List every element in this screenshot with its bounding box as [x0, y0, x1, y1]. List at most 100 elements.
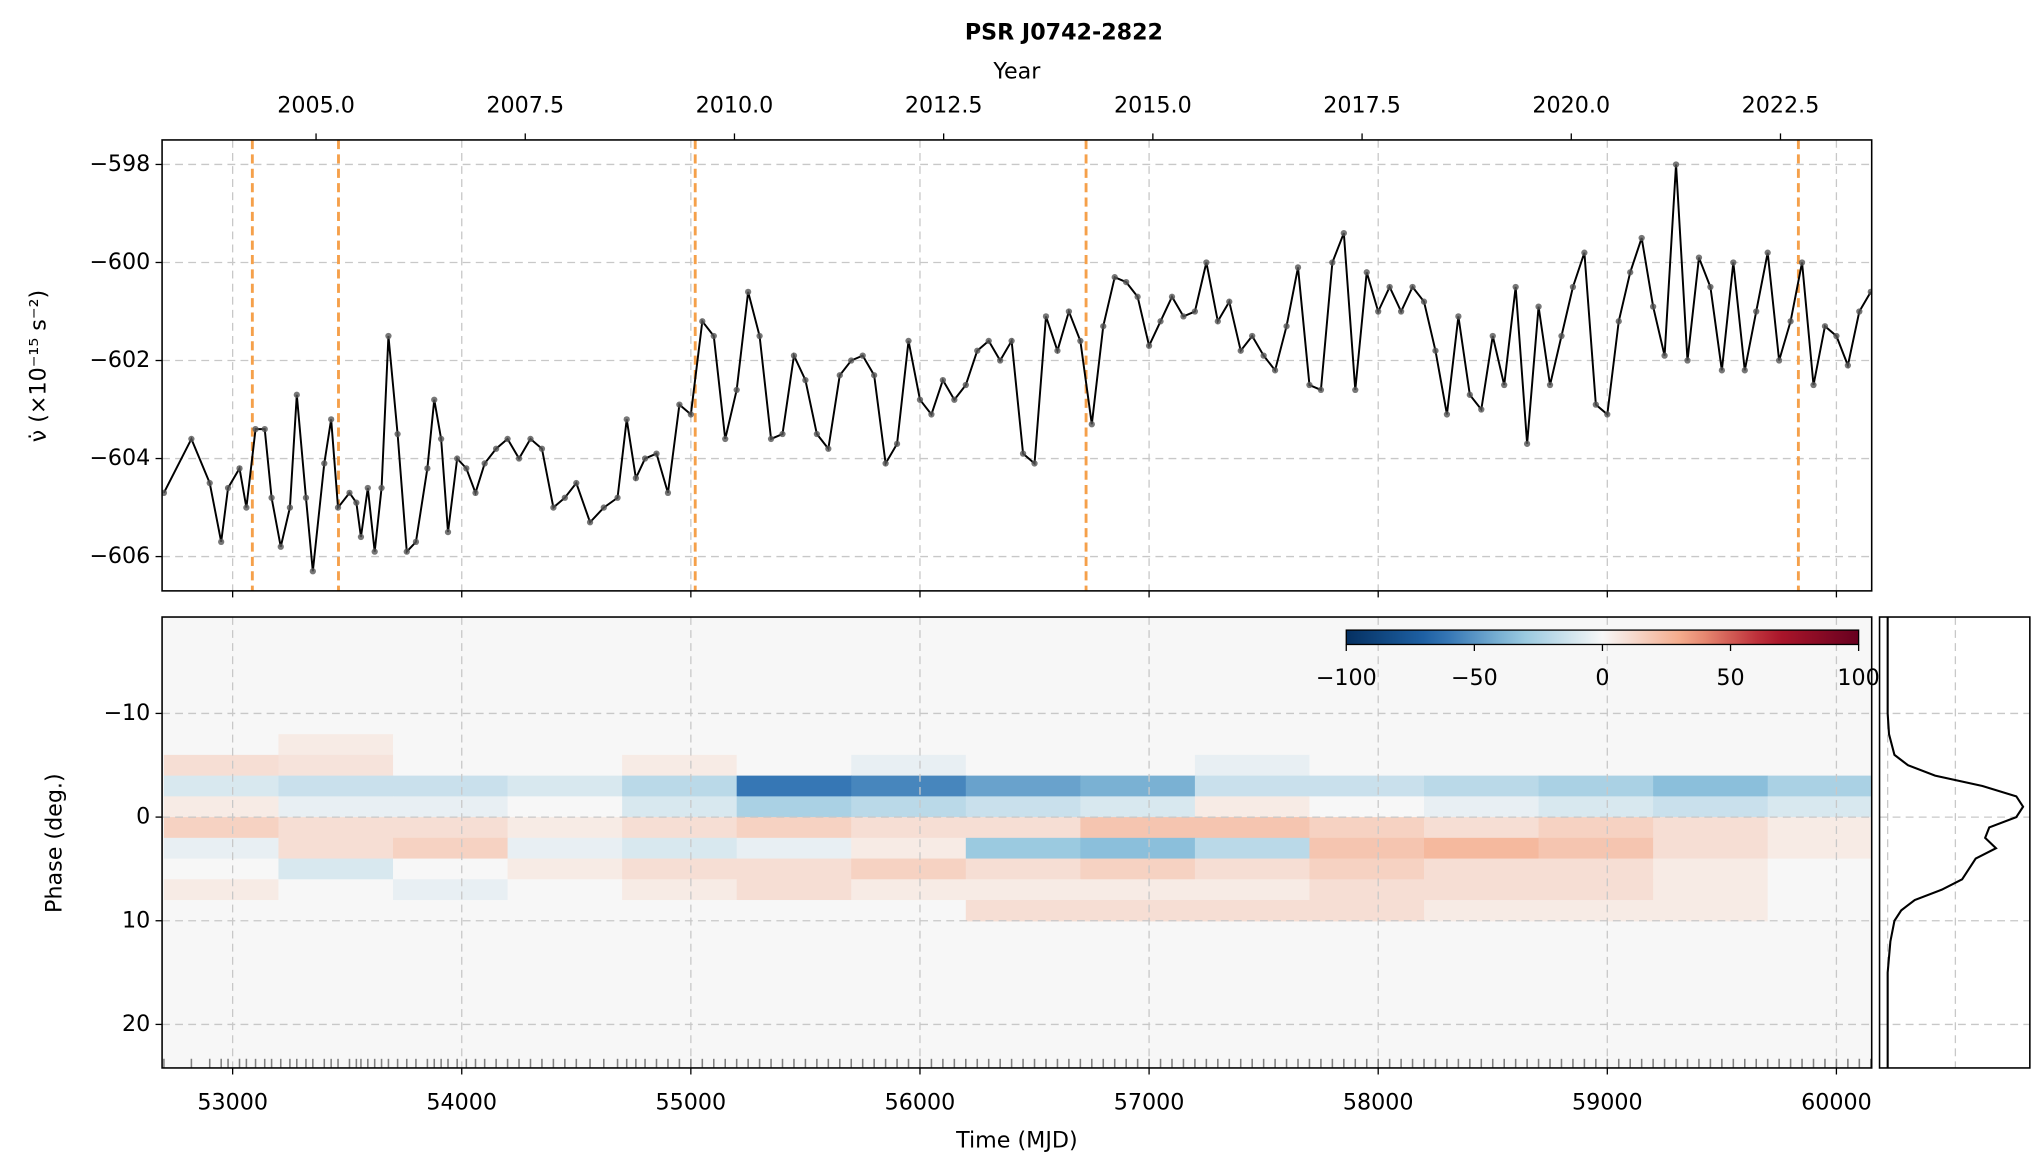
y-tick-label: −606: [89, 543, 150, 569]
data-point: [1214, 318, 1221, 325]
heatmap-cell: [1767, 837, 1872, 860]
heatmap-cell: [965, 879, 1082, 901]
heatmap-cell: [622, 858, 738, 880]
heatmap-cell: [736, 734, 852, 756]
heatmap-cell: [851, 796, 967, 818]
data-point: [346, 489, 353, 496]
data-point: [394, 430, 401, 438]
data-point: [1661, 352, 1668, 359]
data-point: [378, 484, 385, 492]
heatmap-cell: [1653, 900, 1769, 922]
heatmap-cell: [393, 858, 509, 880]
data-point: [492, 445, 500, 452]
data-point: [641, 455, 649, 462]
data-point: [1409, 283, 1416, 291]
heatmap-cell: [622, 775, 738, 798]
heatmap-cell: [965, 858, 1082, 880]
heatmap-cell: [1653, 837, 1769, 860]
data-point: [218, 538, 225, 546]
heatmap-cell: [1653, 879, 1769, 901]
data-point: [1615, 318, 1622, 325]
top-tick-label: 2015.0: [1114, 92, 1192, 118]
data-point: [1111, 274, 1118, 281]
heatmap-cell: [965, 754, 1082, 777]
data-point: [561, 494, 568, 501]
data-point: [951, 396, 958, 403]
heatmap-cell: [393, 817, 509, 839]
data-point: [1271, 367, 1279, 374]
heatmap-cell: [507, 879, 623, 901]
data-point: [1134, 293, 1141, 300]
data-point: [1523, 440, 1531, 447]
heatmap-cell: [1767, 900, 1872, 922]
heatmap-cell: [1424, 879, 1540, 901]
heatmap-cell: [507, 817, 623, 839]
data-line: [163, 164, 1872, 572]
data-point: [1145, 342, 1153, 349]
heatmap-cell: [278, 858, 394, 880]
data-point: [353, 499, 360, 506]
heatmap-cell: [1424, 837, 1540, 860]
heatmap-cell: [393, 879, 509, 901]
data-point: [632, 475, 640, 482]
heatmap-cell: [1767, 754, 1872, 777]
colorbar-tick-label: 50: [1716, 665, 1744, 691]
data-point: [504, 435, 511, 443]
data-point: [710, 332, 717, 340]
heatmap-cell: [1767, 879, 1872, 901]
data-point: [1512, 283, 1519, 291]
heatmap-cell: [622, 837, 738, 860]
heatmap-cell: [163, 734, 280, 756]
heatmap-cell: [1424, 796, 1540, 818]
heatmap-cell: [1080, 837, 1196, 860]
heatmap-cell: [1309, 796, 1425, 818]
data-point: [224, 484, 232, 492]
data-point: [825, 445, 832, 452]
heatmap-cell: [1309, 775, 1425, 798]
data-point: [974, 347, 981, 354]
top-tick-label: 2022.5: [1742, 92, 1820, 118]
data-point: [1260, 352, 1267, 359]
heatmap-cell: [163, 796, 280, 818]
heatmap-cell: [393, 796, 509, 818]
data-point: [309, 568, 316, 575]
data-point: [653, 450, 660, 457]
x-tick-label: 57000: [1114, 1090, 1185, 1116]
data-point: [1627, 269, 1634, 276]
data-point: [1077, 337, 1084, 345]
data-point: [1123, 278, 1130, 286]
y-tick-label: −604: [89, 445, 150, 471]
data-point: [1581, 249, 1588, 256]
heatmap-cell: [1424, 775, 1540, 798]
data-point: [1867, 288, 1872, 296]
data-point: [1100, 323, 1107, 330]
heatmap-cell: [1080, 754, 1196, 777]
data-point: [1375, 308, 1382, 315]
data-point: [1191, 308, 1199, 315]
heatmap-cell: [1080, 858, 1196, 880]
data-point: [334, 504, 342, 511]
data-point: [1386, 283, 1393, 291]
heatmap-cell: [1538, 858, 1654, 880]
data-point: [515, 455, 523, 462]
top-tick-label: 2007.5: [486, 92, 564, 118]
data-point: [550, 504, 557, 511]
heatmap-cell: [736, 900, 852, 922]
heatmap-cell: [163, 754, 280, 777]
heatmap-cell: [278, 796, 394, 818]
data-point: [600, 504, 607, 511]
heatmap-cell: [1080, 796, 1196, 818]
data-point: [357, 533, 365, 541]
data-point: [836, 372, 843, 379]
heatmap-cell: [1309, 734, 1425, 756]
data-point: [1684, 357, 1691, 364]
data-point: [431, 396, 438, 403]
data-point: [1489, 332, 1496, 340]
data-point: [236, 465, 243, 472]
data-point: [1649, 303, 1657, 310]
data-point: [1432, 347, 1439, 354]
heatmap-cell: [1309, 900, 1425, 922]
heatmap-cell: [278, 775, 394, 798]
heatmap-cell: [851, 837, 967, 860]
heatmap-cell: [851, 775, 967, 798]
